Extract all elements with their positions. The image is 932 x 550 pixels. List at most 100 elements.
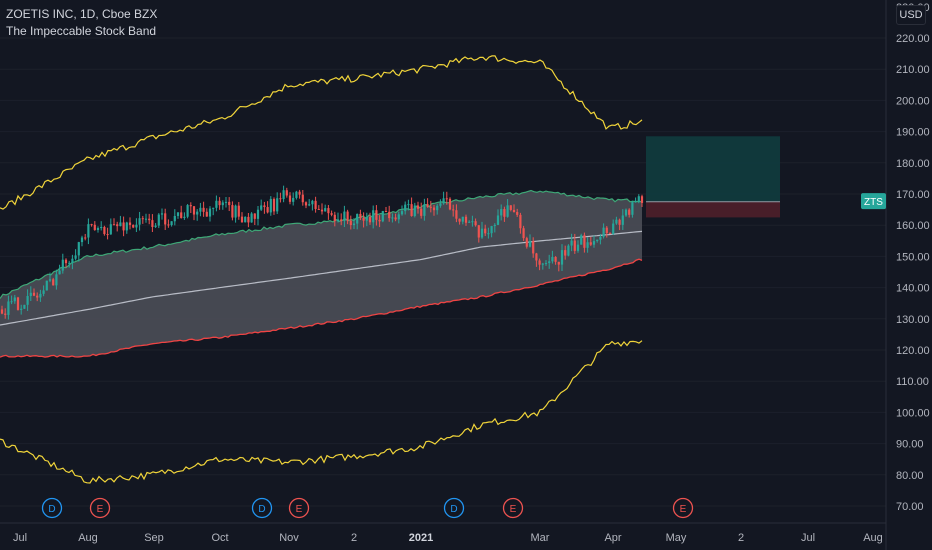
candle-body (167, 224, 170, 226)
candle-body (279, 198, 282, 200)
candle-body (480, 228, 484, 238)
symbol-title[interactable]: ZOETIS INC, 1D, Cboe BZX (6, 7, 158, 21)
candle-body (576, 244, 580, 251)
candle-body (346, 211, 349, 221)
candle-body (477, 225, 480, 238)
candle-body (560, 250, 564, 265)
candle-body (266, 207, 269, 213)
candle-body (157, 214, 160, 226)
candle-body (359, 213, 362, 218)
candle-body (74, 255, 77, 259)
price-tick-label: 130.00 (896, 314, 930, 326)
candle-body (77, 242, 80, 256)
price-tick-label: 170.00 (896, 189, 930, 201)
candle-body (263, 205, 266, 208)
candle-body (362, 217, 365, 221)
candle-body (144, 218, 148, 220)
currency-badge[interactable]: USD (896, 5, 926, 25)
candle-body (68, 262, 71, 264)
candle-body (199, 207, 202, 212)
candle-body (548, 261, 551, 264)
candle-body (564, 250, 567, 256)
candle-body (327, 208, 330, 214)
candle-body (196, 211, 199, 215)
candle-body (612, 223, 615, 234)
dividend-marker-letter: D (48, 504, 55, 515)
candle-body (378, 219, 381, 222)
candle-body (416, 205, 420, 209)
candle-body (493, 224, 496, 227)
candle-body (471, 221, 474, 223)
candle-body (464, 216, 468, 223)
candle-body (429, 206, 432, 208)
candle-body (525, 238, 528, 247)
candle-body (624, 209, 628, 216)
candle-body (4, 313, 7, 315)
candle-body (52, 279, 55, 286)
candle-body (138, 218, 141, 225)
candle-body (391, 217, 394, 219)
candle-body (20, 308, 23, 310)
candle-body (452, 209, 455, 211)
candle-body (295, 191, 298, 198)
price-tick-label: 190.00 (896, 127, 930, 139)
candle-body (48, 279, 52, 281)
earnings-marker (288, 497, 310, 519)
candle-body (519, 214, 522, 229)
candle-body (45, 280, 48, 291)
upper-band-line (0, 189, 642, 299)
position-tool[interactable] (646, 136, 780, 218)
candle-body (314, 200, 317, 209)
candle-body (39, 293, 42, 298)
candle-body (308, 204, 311, 206)
candle-body (455, 210, 458, 219)
candle-body (176, 212, 180, 216)
candle-body (269, 198, 272, 213)
candle-body (439, 203, 442, 206)
candle-body (426, 204, 429, 207)
candle-body (448, 198, 452, 210)
candle-body (423, 204, 426, 216)
candle-body (148, 218, 151, 221)
candle-body (631, 202, 634, 215)
candle-body (458, 218, 461, 222)
candle-body (23, 304, 26, 309)
candle-body (311, 200, 314, 205)
time-tick-label: Nov (279, 532, 299, 544)
candle-body (84, 237, 87, 239)
price-tick-label: 70.00 (896, 501, 924, 513)
candle-body (141, 218, 144, 220)
candle-body (535, 253, 538, 261)
candle-body (490, 226, 493, 234)
candles-layer (0, 185, 644, 320)
candle-body (164, 213, 167, 225)
time-tick-label: 2021 (409, 532, 433, 544)
indicator-title[interactable]: The Impeccable Stock Band (6, 24, 157, 38)
target-zone (646, 136, 780, 202)
earnings-marker-letter: E (97, 504, 104, 515)
candle-body (61, 259, 64, 271)
candle-body (160, 213, 164, 215)
candle-body (356, 213, 359, 224)
candle-body (637, 196, 640, 202)
stop-zone (646, 201, 780, 218)
candle-body (247, 216, 250, 223)
mid-line (0, 230, 643, 326)
candle-body (372, 210, 375, 223)
candle-body (436, 205, 439, 211)
candle-body (32, 292, 36, 296)
candle-body (410, 204, 413, 216)
price-tick-label: 220.00 (896, 33, 930, 45)
candle-body (112, 224, 116, 226)
outer-lower-band-line (0, 340, 643, 484)
earnings-marker (502, 497, 524, 519)
candle-body (388, 211, 391, 219)
earnings-marker (89, 497, 111, 519)
candle-body (320, 209, 324, 212)
candle-body (298, 191, 301, 195)
candle-body (170, 221, 173, 226)
candle-body (461, 216, 464, 222)
candle-body (628, 209, 631, 215)
time-axis[interactable]: Jul Aug Sep Oct Nov 2 2021 Mar Apr May 2 Jul Aug (13, 532, 883, 544)
